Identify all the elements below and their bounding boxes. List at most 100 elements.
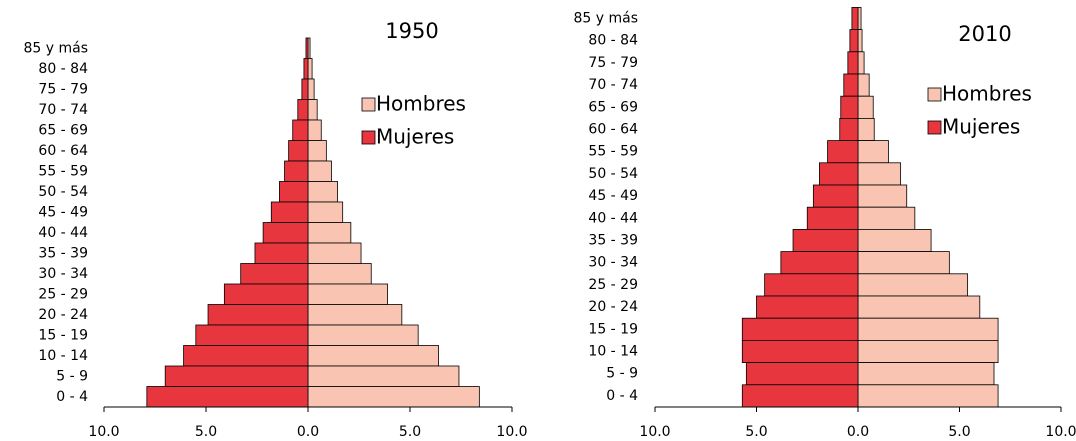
bar	[849, 29, 859, 53]
category-label: 65 - 69	[38, 122, 88, 138]
category-label: 15 - 19	[38, 327, 88, 343]
legend-label: Hombres	[376, 92, 466, 116]
category-label: 70 - 74	[588, 77, 638, 93]
bar	[764, 273, 859, 297]
category-label: 0 - 4	[56, 389, 88, 405]
bar	[840, 95, 859, 119]
bar	[307, 201, 344, 223]
bar	[195, 324, 309, 346]
bar	[307, 304, 403, 326]
bar	[857, 273, 969, 297]
bar	[307, 222, 352, 244]
x-tick-label: 0.0	[847, 424, 869, 440]
category-label: 80 - 84	[38, 61, 88, 77]
category-label: 60 - 64	[38, 143, 88, 159]
category-label: 70 - 74	[38, 102, 88, 118]
bar	[164, 365, 309, 387]
bar	[207, 304, 309, 326]
bar	[857, 95, 874, 119]
bar	[254, 242, 309, 264]
bar	[857, 339, 999, 363]
category-label: 45 - 49	[588, 188, 638, 204]
bar	[756, 295, 859, 319]
category-label: 40 - 44	[38, 225, 88, 241]
category-label: 25 - 29	[588, 277, 638, 293]
bar	[857, 362, 995, 386]
bar	[806, 206, 859, 230]
category-label: 10 - 14	[588, 344, 638, 360]
x-tick-label: 0.0	[297, 424, 319, 440]
legend-label: Hombres	[942, 82, 1032, 106]
bar	[183, 345, 309, 367]
category-label: 30 - 34	[38, 266, 88, 282]
bar	[857, 251, 950, 275]
bar	[741, 384, 859, 408]
bar	[857, 295, 981, 319]
category-label: 50 - 54	[38, 184, 88, 200]
category-label: 35 - 39	[588, 233, 638, 249]
category-label: 85 y más	[23, 40, 88, 56]
bar	[857, 140, 889, 164]
x-tick-label: 5.0	[948, 424, 970, 440]
bar	[843, 73, 859, 97]
bar	[745, 362, 859, 386]
bar	[288, 140, 309, 162]
bar	[307, 58, 313, 80]
bar	[305, 37, 309, 59]
category-label: 60 - 64	[588, 122, 638, 138]
bar	[857, 184, 908, 208]
x-tick-label: 5.0	[745, 424, 767, 440]
bar	[284, 160, 309, 182]
category-label: 50 - 54	[588, 166, 638, 182]
bar	[857, 228, 932, 252]
category-label: 15 - 19	[588, 321, 638, 337]
bar	[741, 317, 859, 341]
bar	[857, 7, 862, 31]
bar	[839, 118, 859, 142]
bar	[146, 386, 309, 408]
bar	[857, 73, 870, 97]
bar	[307, 345, 439, 367]
category-label: 65 - 69	[588, 99, 638, 115]
x-tick-label: 5.0	[399, 424, 421, 440]
category-label: 20 - 24	[588, 299, 638, 315]
bar	[307, 181, 338, 203]
bar	[857, 29, 863, 53]
bar	[301, 78, 309, 100]
bar	[780, 251, 859, 275]
bar	[279, 181, 309, 203]
x-tick-label: 10.0	[1045, 424, 1076, 440]
chart-title: 1950	[385, 19, 438, 43]
bar	[857, 317, 999, 341]
x-tick-label: 5.0	[195, 424, 217, 440]
legend-swatch	[927, 87, 942, 102]
x-tick-label: 10.0	[639, 424, 670, 440]
bar	[297, 99, 309, 121]
bar	[307, 99, 318, 121]
bar	[741, 339, 859, 363]
bar	[819, 162, 859, 186]
bar	[270, 201, 309, 223]
legend-swatch	[361, 97, 376, 112]
bar	[307, 140, 327, 162]
bar	[307, 242, 362, 264]
category-label: 40 - 44	[588, 210, 638, 226]
category-label: 75 - 79	[38, 81, 88, 97]
bar	[812, 184, 859, 208]
bar	[847, 51, 859, 75]
bar	[857, 51, 865, 75]
bar	[223, 283, 309, 305]
chart-title: 2010	[958, 22, 1011, 46]
category-label: 85 y más	[573, 11, 638, 27]
legend-label: Mujeres	[376, 125, 454, 149]
bar	[262, 222, 309, 244]
bar	[292, 119, 309, 141]
x-tick-label: 10.0	[496, 424, 527, 440]
category-label: 55 - 59	[588, 144, 638, 160]
category-label: 55 - 59	[38, 163, 88, 179]
bar	[857, 206, 916, 230]
bar	[307, 78, 315, 100]
bar	[857, 162, 902, 186]
legend-swatch	[927, 120, 942, 135]
